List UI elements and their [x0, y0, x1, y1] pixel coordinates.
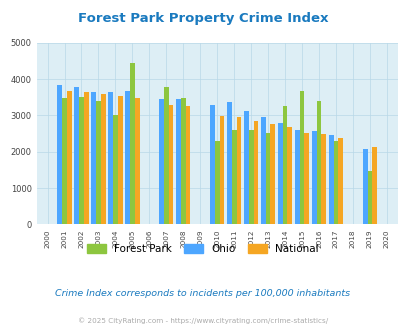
Bar [248, 130, 253, 224]
Bar [164, 87, 168, 224]
Bar [100, 94, 105, 224]
Legend: Forest Park, Ohio, National: Forest Park, Ohio, National [87, 244, 318, 254]
Bar [299, 91, 304, 224]
Bar [185, 106, 190, 224]
Bar [84, 92, 88, 224]
Bar [287, 127, 292, 224]
Bar [176, 99, 181, 224]
Bar [253, 120, 258, 224]
Bar [236, 117, 241, 224]
Bar [311, 131, 316, 224]
Text: © 2025 CityRating.com - https://www.cityrating.com/crime-statistics/: © 2025 CityRating.com - https://www.city… [78, 317, 327, 324]
Bar [62, 98, 67, 224]
Bar [321, 134, 325, 224]
Bar [277, 123, 282, 224]
Bar [168, 105, 173, 224]
Bar [96, 101, 100, 224]
Bar [134, 98, 139, 224]
Bar [113, 115, 117, 224]
Text: Forest Park Property Crime Index: Forest Park Property Crime Index [78, 12, 327, 24]
Bar [231, 130, 236, 224]
Bar [294, 130, 299, 224]
Bar [243, 111, 248, 224]
Bar [125, 91, 130, 224]
Bar [282, 106, 287, 224]
Bar [362, 149, 367, 224]
Bar [333, 141, 337, 224]
Bar [304, 133, 308, 224]
Bar [91, 92, 96, 224]
Bar [108, 91, 113, 224]
Bar [117, 96, 122, 224]
Bar [181, 98, 185, 224]
Bar [265, 133, 270, 224]
Bar [79, 97, 84, 224]
Text: Crime Index corresponds to incidents per 100,000 inhabitants: Crime Index corresponds to incidents per… [55, 289, 350, 298]
Bar [260, 116, 265, 224]
Bar [219, 116, 224, 224]
Bar [67, 91, 71, 224]
Bar [316, 101, 321, 224]
Bar [209, 105, 214, 224]
Bar [57, 85, 62, 224]
Bar [371, 147, 376, 224]
Bar [270, 124, 275, 224]
Bar [159, 99, 164, 224]
Bar [214, 141, 219, 224]
Bar [328, 135, 333, 224]
Bar [337, 138, 342, 224]
Bar [367, 171, 371, 224]
Bar [130, 63, 134, 224]
Bar [226, 102, 231, 224]
Bar [74, 87, 79, 224]
